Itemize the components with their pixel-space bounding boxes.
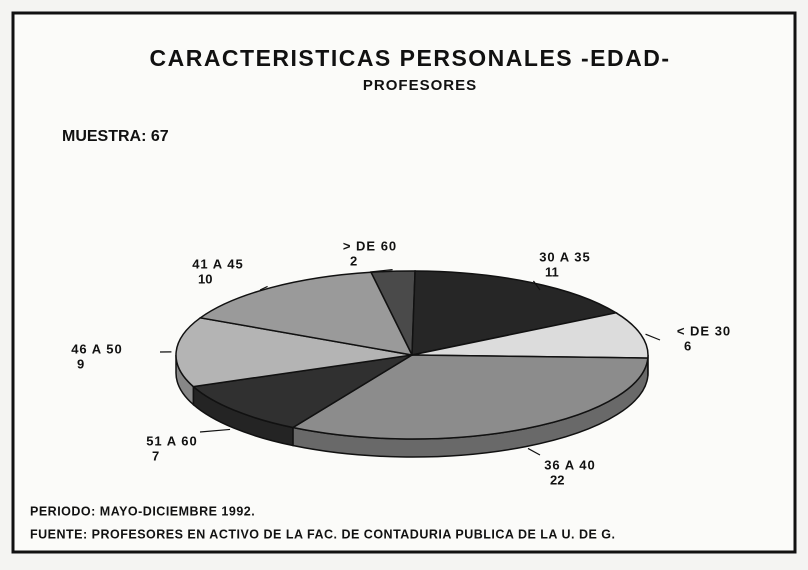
slice-value: 22 <box>550 472 564 487</box>
slice-value: 2 <box>350 253 357 268</box>
slice-label: 41 A 45 <box>192 256 244 271</box>
slice-label: < DE 30 <box>677 323 731 338</box>
chart-subtitle: PROFESORES <box>363 77 477 94</box>
slice-value: 10 <box>198 271 212 286</box>
slice-label: 46 A 50 <box>71 341 123 356</box>
source-note: FUENTE: PROFESORES EN ACTIVO DE LA FAC. … <box>30 527 615 541</box>
chart-title: CARACTERISTICAS PERSONALES -EDAD- <box>149 45 670 71</box>
slice-label: > DE 60 <box>343 238 397 253</box>
pie <box>176 271 648 457</box>
slice-label: 30 A 35 <box>539 249 591 264</box>
slice-value: 9 <box>77 356 84 371</box>
slice-label: 36 A 40 <box>544 457 596 472</box>
slice-value: 11 <box>545 264 559 279</box>
period-note: PERIODO: MAYO-DICIEMBRE 1992. <box>30 504 255 518</box>
slice-value: 7 <box>152 448 159 463</box>
slice-value: 6 <box>684 338 691 353</box>
slice-label: 51 A 60 <box>146 433 198 448</box>
sample-note: MUESTRA: 67 <box>62 128 169 145</box>
